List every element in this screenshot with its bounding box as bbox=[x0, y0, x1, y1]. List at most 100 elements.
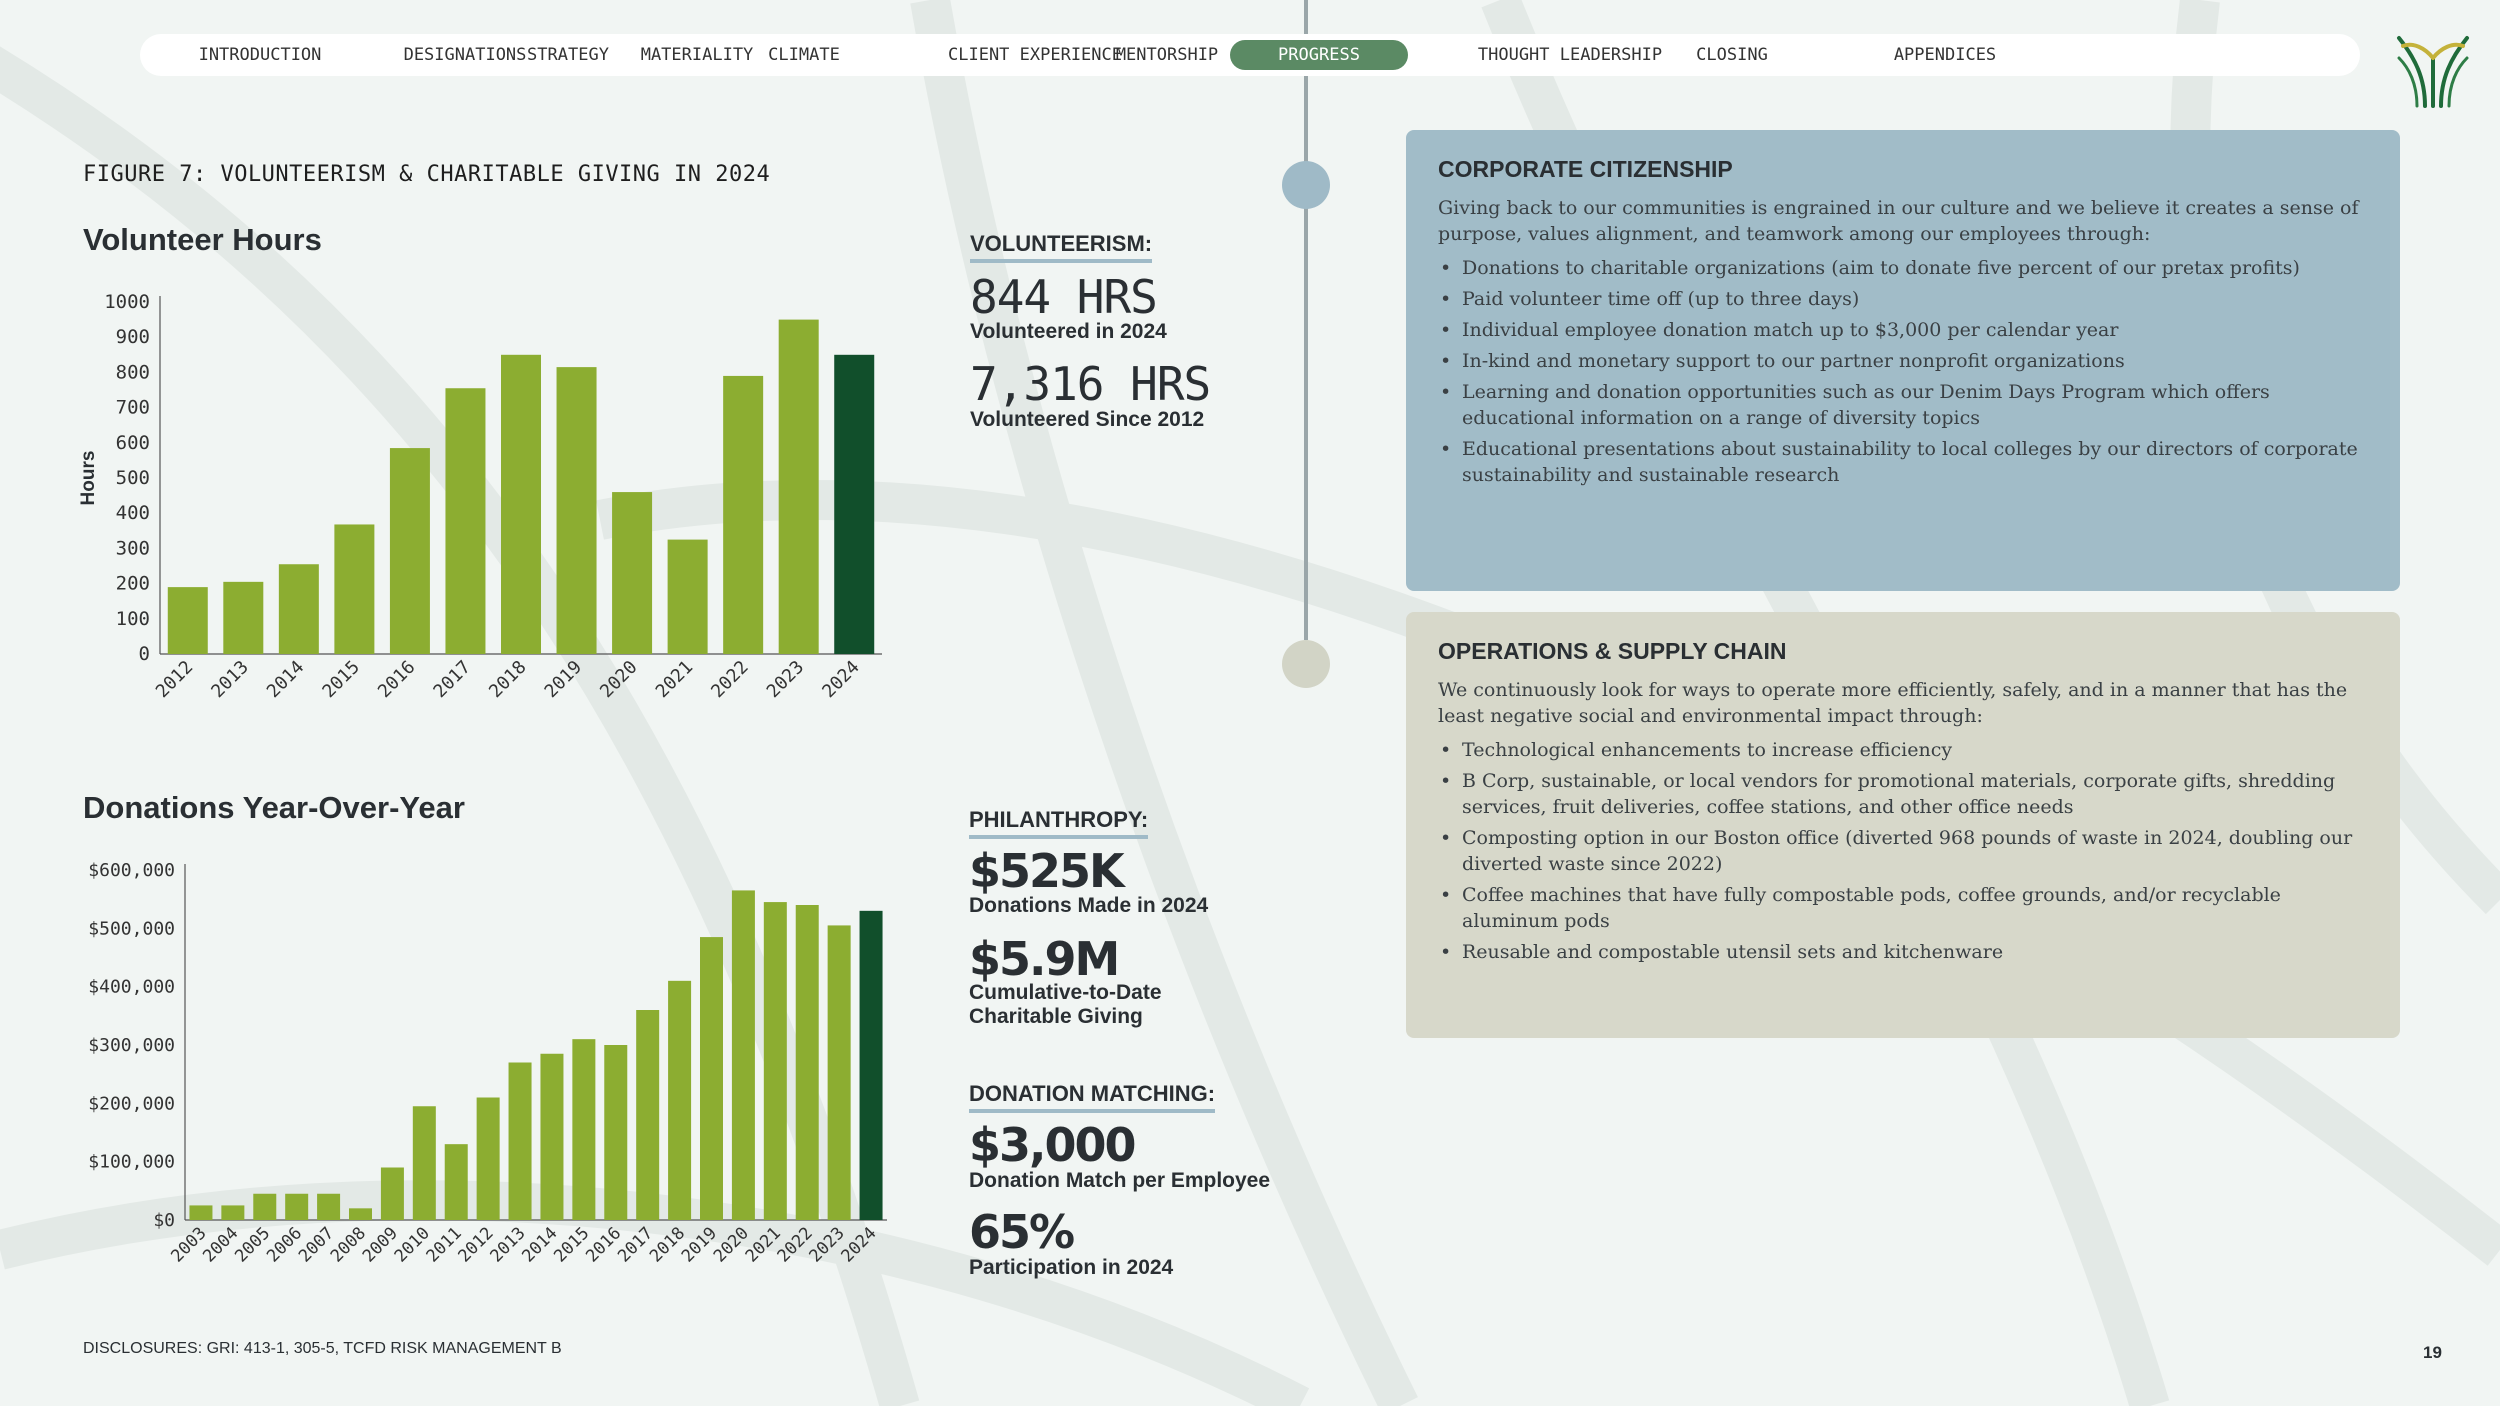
list-item: Coffee machines that have fully composta… bbox=[1438, 882, 2368, 934]
corporate-citizenship-list: Donations to charitable organizations (a… bbox=[1438, 255, 2368, 488]
timeline-dot bbox=[1282, 161, 1330, 209]
operations-intro: We continuously look for ways to operate… bbox=[1438, 679, 2348, 727]
y-tick-label: 800 bbox=[116, 361, 150, 383]
x-tick-label: 2004 bbox=[199, 1223, 242, 1266]
bar-2017 bbox=[445, 388, 486, 654]
x-tick-label: 2012 bbox=[455, 1223, 498, 1266]
donations-chart-title: Donations Year-Over-Year bbox=[83, 790, 465, 825]
match-value: $3,000 bbox=[969, 1118, 1137, 1172]
bar-2019 bbox=[556, 367, 597, 654]
x-tick-label: 2005 bbox=[231, 1223, 274, 1266]
nav-item-progress[interactable]: PROGRESS bbox=[1230, 40, 1408, 70]
bar-2022 bbox=[795, 905, 819, 1220]
cumulative-caption-line1: Cumulative-to-Date bbox=[969, 981, 1162, 1004]
hours-total-caption: Volunteered Since 2012 bbox=[970, 408, 1205, 431]
bar-2015 bbox=[334, 524, 375, 654]
y-tick-label: 300 bbox=[116, 537, 150, 559]
x-tick-label: 2019 bbox=[678, 1223, 721, 1266]
bar-2014 bbox=[278, 564, 319, 654]
y-tick-label: $500,000 bbox=[88, 918, 175, 939]
bar-2010 bbox=[412, 1106, 436, 1220]
nav-item-appendices[interactable]: APPENDICES bbox=[1893, 45, 1997, 65]
x-tick-label: 2017 bbox=[614, 1223, 657, 1266]
nav-item-designations[interactable]: DESIGNATIONS bbox=[403, 45, 527, 65]
y-tick-label: 700 bbox=[116, 397, 150, 419]
bar-2023 bbox=[827, 925, 851, 1220]
operations-supply-chain-panel: OPERATIONS & SUPPLY CHAIN We continuousl… bbox=[1406, 612, 2400, 1038]
hours-2024-value: 844 HRS bbox=[970, 270, 1158, 324]
bar-2024 bbox=[859, 910, 883, 1220]
list-item: B Corp, sustainable, or local vendors fo… bbox=[1438, 768, 2368, 820]
x-tick-label: 2007 bbox=[295, 1223, 338, 1266]
match-caption: Donation Match per Employee bbox=[969, 1169, 1271, 1192]
bar-2012 bbox=[167, 587, 208, 654]
x-tick-label: 2024 bbox=[837, 1223, 880, 1266]
x-tick-label: 2019 bbox=[541, 657, 587, 703]
nav-item-mentorship[interactable]: MENTORSHIP bbox=[1115, 45, 1219, 65]
cumulative-giving-value: $5.9M bbox=[969, 932, 1120, 986]
x-tick-label: 2020 bbox=[596, 657, 642, 703]
nav-item-client-experience[interactable]: CLIENT EXPERIENCE bbox=[948, 45, 1122, 65]
y-tick-label: 500 bbox=[116, 467, 150, 489]
hours-total-value: 7,316 HRS bbox=[970, 357, 1211, 411]
y-tick-label: 0 bbox=[139, 643, 150, 665]
x-tick-label: 2017 bbox=[429, 657, 475, 703]
y-axis-label: Hours bbox=[78, 451, 99, 506]
x-tick-label: 2015 bbox=[550, 1223, 593, 1266]
x-tick-label: 2006 bbox=[263, 1223, 306, 1266]
x-tick-label: 2013 bbox=[486, 1223, 529, 1266]
y-tick-label: $600,000 bbox=[88, 860, 175, 881]
bar-2011 bbox=[444, 1144, 468, 1220]
operations-list: Technological enhancements to increase e… bbox=[1438, 737, 2368, 965]
y-tick-label: $400,000 bbox=[88, 977, 175, 998]
x-tick-label: 2016 bbox=[374, 657, 420, 703]
y-tick-label: 200 bbox=[116, 573, 150, 595]
company-logo bbox=[2397, 36, 2469, 108]
nav-item-strategy[interactable]: STRATEGY bbox=[527, 45, 609, 65]
x-tick-label: 2015 bbox=[318, 657, 364, 703]
participation-caption: Participation in 2024 bbox=[969, 1256, 1174, 1279]
bar-2017 bbox=[636, 1010, 660, 1220]
bar-2016 bbox=[389, 448, 430, 654]
y-tick-label: 900 bbox=[116, 326, 150, 348]
bar-2016 bbox=[604, 1045, 628, 1220]
nav-item-introduction[interactable]: INTRODUCTION bbox=[198, 45, 322, 65]
x-tick-label: 2014 bbox=[263, 657, 309, 703]
list-item: Reusable and compostable utensil sets an… bbox=[1438, 939, 2368, 965]
x-tick-label: 2018 bbox=[646, 1223, 689, 1266]
x-tick-label: 2021 bbox=[652, 657, 698, 703]
operations-title: OPERATIONS & SUPPLY CHAIN bbox=[1438, 638, 1787, 664]
bar-2014 bbox=[540, 1053, 564, 1220]
volunteer-chart-title: Volunteer Hours bbox=[83, 222, 322, 257]
x-tick-label: 2024 bbox=[818, 657, 864, 703]
volunteer-hours-chart: 0 100 200 300 400 500 600 700 800 900 1000 Hours 201… bbox=[78, 291, 882, 703]
x-tick-label: 2022 bbox=[707, 657, 753, 703]
nav-item-materiality[interactable]: MATERIALITY bbox=[640, 45, 754, 65]
bar-2003 bbox=[189, 1205, 213, 1220]
nav-item-closing[interactable]: CLOSING bbox=[1696, 45, 1768, 65]
x-tick-label: 2010 bbox=[391, 1223, 434, 1266]
nav-item-thought-leadership[interactable]: THOUGHT LEADERSHIP bbox=[1477, 45, 1663, 65]
philanthropy-heading: PHILANTHROPY: bbox=[969, 807, 1149, 839]
y-tick-label: $300,000 bbox=[88, 1035, 175, 1056]
list-item: Donations to charitable organizations (a… bbox=[1438, 255, 2368, 281]
donations-chart: $0 $100,000 $200,000 $300,000 $400,000 $500,0… bbox=[88, 860, 887, 1266]
list-item: In-kind and monetary support to our part… bbox=[1438, 348, 2368, 374]
donation-matching-heading: DONATION MATCHING: bbox=[969, 1081, 1216, 1113]
figure-title: FIGURE 7: VOLUNTEERISM & CHARITABLE GIVI… bbox=[83, 162, 771, 187]
list-item: Learning and donation opportunities such… bbox=[1438, 379, 2368, 431]
x-tick-label: 2009 bbox=[359, 1223, 402, 1266]
x-tick-label: 2021 bbox=[742, 1223, 785, 1266]
x-tick-label: 2016 bbox=[582, 1223, 625, 1266]
corporate-citizenship-intro: Giving back to our communities is engrai… bbox=[1438, 197, 2359, 245]
bar-2012 bbox=[476, 1097, 500, 1220]
x-tick-label: 2012 bbox=[152, 657, 198, 703]
bar-2013 bbox=[223, 581, 264, 654]
bar-2004 bbox=[221, 1205, 245, 1220]
bar-2013 bbox=[508, 1062, 532, 1220]
nav-item-climate[interactable]: CLIMATE bbox=[768, 45, 840, 65]
section-nav: INTRODUCTION DESIGNATIONS STRATEGY MATERIAL… bbox=[140, 34, 2360, 76]
bar-2015 bbox=[572, 1039, 596, 1220]
list-item: Individual employee donation match up to… bbox=[1438, 317, 2368, 343]
x-tick-label: 2022 bbox=[774, 1223, 817, 1266]
